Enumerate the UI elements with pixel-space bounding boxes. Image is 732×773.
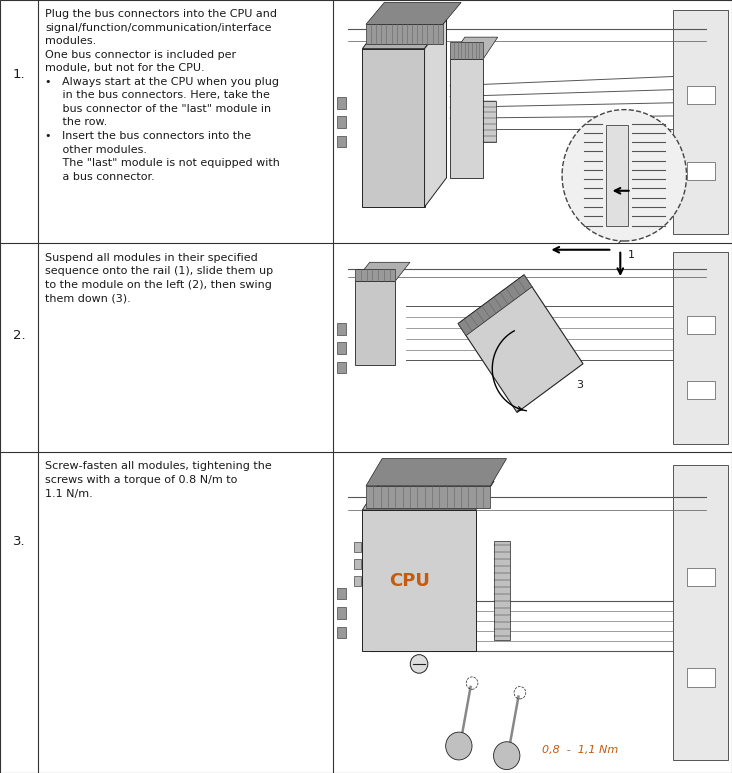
Text: Plug the bus connectors into the CPU and: Plug the bus connectors into the CPU and (45, 9, 277, 19)
Text: module, but not for the CPU.: module, but not for the CPU. (45, 63, 205, 73)
Bar (687, 315, 714, 334)
Polygon shape (425, 19, 447, 207)
Bar (606, 125, 628, 226)
Bar (337, 587, 346, 600)
Bar (687, 162, 714, 180)
Text: modules.: modules. (45, 36, 97, 46)
Text: bus connector of the "last" module in: bus connector of the "last" module in (45, 104, 272, 114)
Bar (687, 86, 714, 104)
Bar (687, 381, 714, 400)
Polygon shape (458, 275, 532, 335)
Text: 3.: 3. (12, 535, 26, 548)
Bar (673, 465, 728, 760)
Bar (355, 281, 395, 365)
Polygon shape (362, 19, 447, 49)
Bar (337, 608, 346, 618)
Bar (366, 24, 443, 44)
Text: The "last" module is not equipped with: The "last" module is not equipped with (45, 158, 280, 168)
Bar (450, 59, 483, 178)
Bar (483, 100, 496, 142)
Bar (354, 559, 361, 569)
Text: signal/function/communication/interface: signal/function/communication/interface (45, 22, 272, 32)
Bar (337, 116, 346, 128)
Text: the row.: the row. (45, 117, 108, 128)
Bar (494, 541, 510, 640)
Text: Suspend all modules in their specified: Suspend all modules in their specified (45, 253, 258, 263)
Bar (366, 486, 490, 509)
Bar (337, 362, 346, 373)
Text: 1: 1 (627, 250, 635, 260)
Bar (354, 542, 361, 552)
Polygon shape (366, 2, 461, 24)
Text: 3: 3 (577, 380, 583, 390)
Bar (673, 252, 728, 444)
Text: Screw-fasten all modules, tightening the: Screw-fasten all modules, tightening the (45, 461, 272, 472)
Polygon shape (366, 458, 507, 486)
Text: 0,8  -  1,1 Nm: 0,8 - 1,1 Nm (542, 745, 619, 755)
Polygon shape (355, 262, 410, 281)
Circle shape (493, 742, 520, 770)
Bar (362, 510, 476, 651)
Text: in the bus connectors. Here, take the: in the bus connectors. Here, take the (45, 90, 270, 100)
Text: CPU: CPU (389, 571, 430, 590)
Polygon shape (458, 275, 583, 413)
Bar (337, 135, 346, 147)
Bar (337, 342, 346, 354)
Bar (337, 97, 346, 108)
Bar (337, 323, 346, 335)
Bar (673, 10, 728, 233)
Bar (450, 42, 483, 59)
Bar (362, 49, 425, 207)
Text: 1.: 1. (12, 67, 26, 80)
Text: them down (3).: them down (3). (45, 293, 131, 303)
Text: 2: 2 (616, 236, 623, 246)
Text: to the module on the left (2), then swing: to the module on the left (2), then swin… (45, 280, 272, 290)
Bar (355, 268, 395, 281)
Bar (687, 568, 714, 587)
Text: 2.: 2. (12, 329, 26, 342)
Polygon shape (450, 37, 498, 59)
Bar (354, 576, 361, 586)
Polygon shape (362, 481, 494, 510)
Text: screws with a torque of 0.8 N/m to: screws with a torque of 0.8 N/m to (45, 475, 238, 485)
Circle shape (446, 732, 472, 760)
Circle shape (410, 655, 427, 673)
Text: •   Insert the bus connectors into the: • Insert the bus connectors into the (45, 131, 252, 141)
Text: •   Always start at the CPU when you plug: • Always start at the CPU when you plug (45, 77, 280, 87)
Bar (337, 626, 346, 638)
Text: other modules.: other modules. (45, 145, 147, 155)
Circle shape (562, 110, 687, 241)
Text: sequence onto the rail (1), slide them up: sequence onto the rail (1), slide them u… (45, 266, 274, 276)
Bar (687, 668, 714, 686)
Text: One bus connector is included per: One bus connector is included per (45, 49, 236, 60)
Text: a bus connector.: a bus connector. (45, 172, 155, 182)
Text: 1.1 N/m.: 1.1 N/m. (45, 489, 93, 499)
